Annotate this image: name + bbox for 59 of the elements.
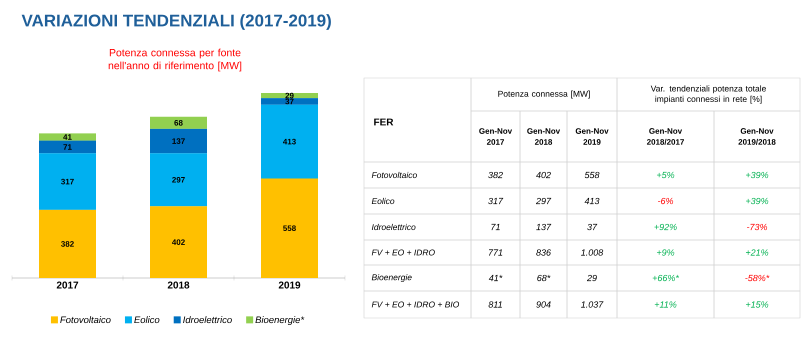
y-tick-label: Eolico — [372, 198, 394, 204]
text: +15% — [746, 301, 768, 308]
text: +21% — [746, 249, 768, 256]
text: 137 — [536, 224, 552, 230]
text: 1.037 — [581, 301, 604, 308]
text: Potenza connessa [MW] — [498, 90, 590, 98]
text: 317 — [488, 198, 504, 204]
text: -6% — [658, 198, 674, 204]
chart-subtitle: Potenza connessa per fonte nell'anno di riferimento [MW] — [108, 48, 242, 72]
text: 41* — [488, 274, 502, 282]
text: 29 — [586, 274, 597, 282]
text: 297 — [536, 198, 552, 204]
y-tick-label: FV + EO + IDRO + BIO — [372, 302, 460, 308]
text: 811 — [488, 301, 502, 308]
text: +9% — [656, 249, 674, 256]
y-tick-label: Idroelettrico — [372, 224, 416, 230]
text: -58%* — [745, 274, 770, 282]
text: 402 — [536, 172, 551, 178]
bar — [39, 153, 96, 210]
legend-label: Eolico — [134, 316, 160, 324]
text: +66%* — [652, 274, 680, 282]
text: +11% — [654, 301, 676, 308]
bar — [261, 104, 318, 178]
bar — [39, 133, 96, 141]
text: 904 — [536, 301, 551, 308]
y-tick-label: FV + EO + IDRO — [372, 250, 435, 256]
text: +39% — [746, 198, 768, 204]
bar — [261, 98, 318, 105]
bar — [261, 178, 318, 278]
y-tick-label: Bioenergie — [372, 274, 412, 282]
text: 1.008 — [581, 249, 604, 256]
text: 836 — [536, 249, 551, 256]
text: 382 — [488, 172, 503, 178]
x-tick-label: 2019 — [278, 282, 300, 289]
y-tick-label: Fotovoltaico — [372, 172, 417, 178]
text: +39% — [746, 172, 768, 178]
bar — [150, 128, 208, 154]
text: 558 — [584, 172, 600, 178]
legend-label: Fotovoltaico — [60, 316, 111, 324]
bar — [150, 153, 208, 206]
x-tick-label: 2017 — [56, 282, 78, 289]
chart-title: VARIAZIONI TENDENZIALI (2017-2019) — [22, 14, 331, 30]
text: 71 — [491, 224, 500, 230]
text: 413 — [584, 198, 600, 204]
legend-label: Bioenergie* — [255, 316, 304, 326]
text: Var. tendenziali potenza totale impianti connessi in rete [%] — [650, 85, 766, 104]
bar — [39, 140, 96, 154]
text: -73% — [746, 224, 768, 230]
x-tick-label: 2018 — [168, 282, 190, 289]
bar — [150, 206, 208, 278]
text: 37 — [587, 224, 598, 230]
bar — [150, 116, 208, 129]
y-axis-title: FER — [374, 118, 394, 126]
legend-label: Idroelettrico — [183, 316, 232, 324]
text: +92% — [654, 224, 677, 230]
text: +5% — [656, 172, 674, 178]
text: 771 — [488, 249, 502, 256]
bar — [39, 210, 96, 278]
text: 68* — [537, 274, 550, 282]
